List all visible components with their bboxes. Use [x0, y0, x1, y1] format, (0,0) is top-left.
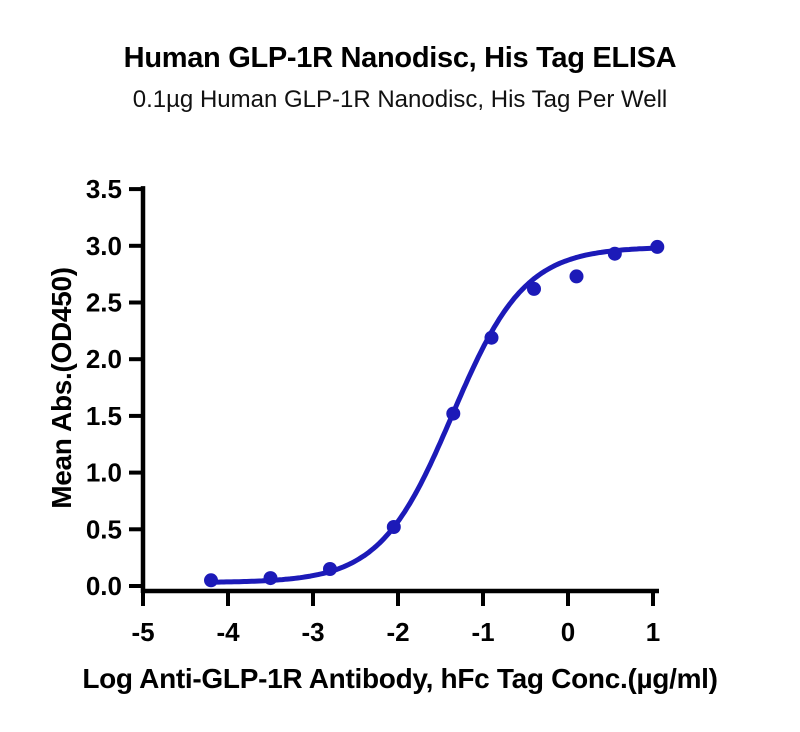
- y-axis-title: Mean Abs.(OD450): [46, 267, 77, 509]
- x-tick-label: 1: [646, 617, 660, 647]
- data-point: [650, 239, 665, 254]
- data-point: [569, 269, 584, 284]
- data-series: [204, 239, 665, 588]
- axes: 0.0 0.5 1.0 1.5 2.0 2.5 3.0 3.5 -5 -4 -3 -2 -1 0 1: [86, 174, 660, 647]
- fit-curve: [208, 245, 660, 585]
- data-point: [527, 281, 541, 296]
- y-tick-label: 2.0: [86, 344, 122, 374]
- x-axis-title: Log Anti-GLP-1R Antibody, hFc Tag Conc.(…: [82, 663, 717, 694]
- y-tick-label: 1.0: [86, 458, 122, 488]
- data-point: [607, 246, 622, 261]
- y-tick-label: 2.5: [86, 288, 122, 318]
- data-point: [204, 573, 218, 588]
- chart-subtitle: 0.1µg Human GLP-1R Nanodisc, His Tag Per…: [133, 86, 668, 113]
- x-tick-label: -4: [216, 617, 240, 647]
- x-tick-label: -3: [301, 617, 324, 647]
- y-tick-label: 1.5: [86, 401, 122, 431]
- y-tick-label: 0.5: [86, 514, 122, 544]
- x-tick-label: 0: [561, 617, 575, 647]
- data-point: [263, 571, 278, 586]
- data-point: [446, 406, 461, 421]
- y-tick-label: 0.0: [86, 571, 122, 601]
- x-tick-label: -1: [471, 617, 494, 647]
- x-tick-label: -5: [131, 617, 154, 647]
- data-point: [386, 520, 401, 534]
- chart-title: Human GLP-1R Nanodisc, His Tag ELISA: [124, 42, 677, 74]
- x-tick-label: -2: [386, 617, 409, 647]
- y-tick-label: 3.0: [86, 231, 122, 261]
- data-point: [323, 562, 337, 576]
- data-point: [484, 330, 499, 345]
- y-tick-label: 3.5: [86, 174, 122, 204]
